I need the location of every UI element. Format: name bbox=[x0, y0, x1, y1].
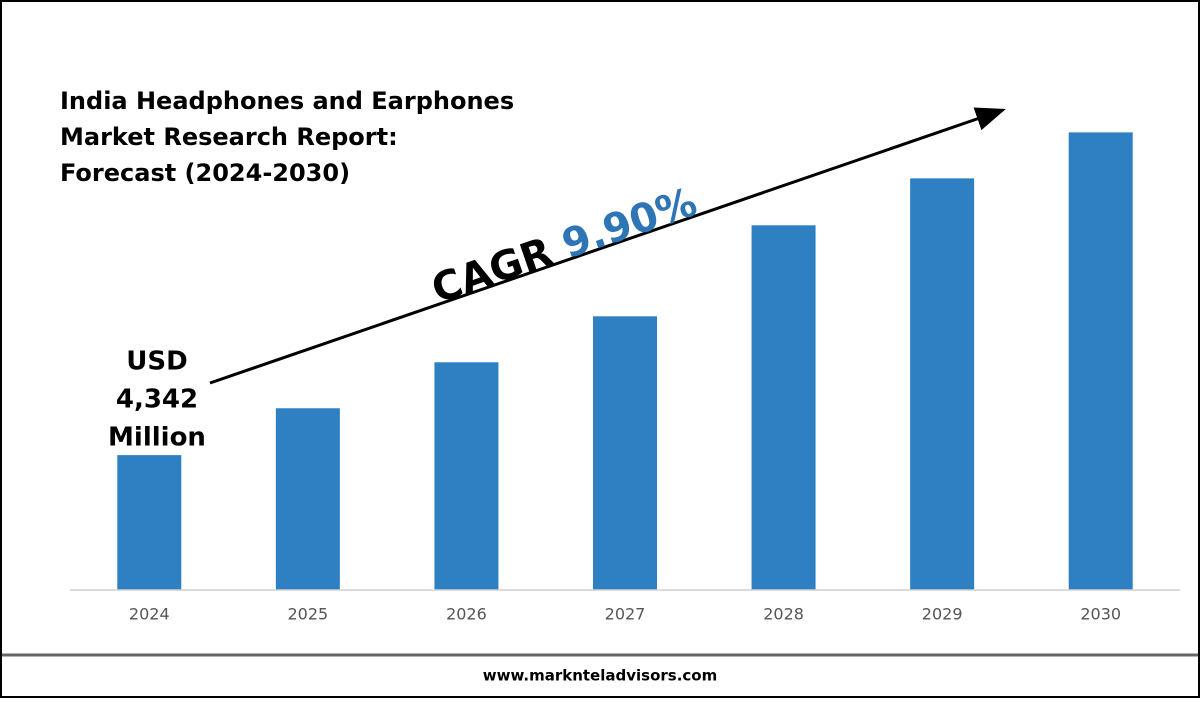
bar bbox=[1068, 132, 1133, 590]
x-tick-label: 2026 bbox=[446, 605, 487, 624]
x-tick-label: 2030 bbox=[1080, 605, 1121, 624]
bar bbox=[910, 178, 975, 590]
chart-title: Forecast (2024-2030) bbox=[60, 159, 350, 187]
bar bbox=[117, 455, 182, 590]
start-value-label: 4,342 bbox=[116, 385, 198, 415]
x-tick-label: 2024 bbox=[129, 605, 170, 624]
source: www.marknteladvisors.com bbox=[483, 667, 717, 685]
start-value-label: USD bbox=[126, 347, 187, 377]
x-tick-label: 2029 bbox=[922, 605, 963, 624]
chart-title: Market Research Report: bbox=[60, 123, 398, 151]
x-tick-label: 2025 bbox=[287, 605, 328, 624]
x-tick-label: 2027 bbox=[605, 605, 646, 624]
bar bbox=[751, 225, 816, 590]
bar bbox=[275, 408, 340, 590]
trend-arrow bbox=[209, 107, 1006, 385]
x-tick-label: 2028 bbox=[763, 605, 804, 624]
chart-title: India Headphones and Earphones bbox=[60, 87, 514, 115]
bar bbox=[434, 362, 499, 590]
bar bbox=[593, 316, 657, 590]
start-value-label: Million bbox=[108, 423, 206, 453]
